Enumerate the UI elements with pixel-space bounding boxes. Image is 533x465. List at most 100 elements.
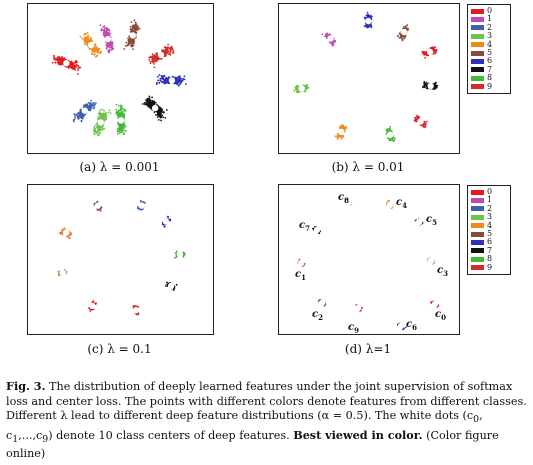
legend-label: 1 <box>487 14 493 24</box>
cluster-2 <box>72 99 97 123</box>
class-center-dot <box>386 201 394 209</box>
class-center-dot <box>431 300 439 308</box>
legend-label: 0 <box>487 187 493 197</box>
class-center-dot <box>313 226 321 234</box>
legend-label: 7 <box>487 64 493 74</box>
center-label-c3: c3 <box>437 265 448 278</box>
legend-entry: 5 <box>471 229 507 238</box>
cluster-2 <box>136 199 146 211</box>
cluster-0 <box>51 54 82 75</box>
class-center-dot <box>426 48 434 56</box>
panel-b <box>278 3 460 154</box>
class-center-dot <box>167 282 175 290</box>
legend-label: 1 <box>487 195 493 205</box>
class-center-dot <box>157 51 165 59</box>
legend-swatch <box>471 231 484 237</box>
legend-entry: 3 <box>471 32 507 40</box>
figure-label: Fig. 3. <box>6 379 46 393</box>
cluster-1 <box>99 24 115 54</box>
cluster-1 <box>297 258 306 268</box>
panel-a <box>27 3 214 154</box>
class-center-dot <box>318 299 326 307</box>
panel-a-caption: (a) λ = 0.001 <box>79 160 160 174</box>
legend-swatch <box>471 50 484 56</box>
legend-entry: 7 <box>471 246 507 255</box>
class-center-dot <box>386 131 394 139</box>
legend-label: 3 <box>487 212 493 222</box>
legend-swatch <box>471 59 484 65</box>
panel-c <box>27 184 214 335</box>
class-center-dot <box>97 119 104 126</box>
legend-label: 4 <box>487 220 493 230</box>
legend-label: 4 <box>487 39 493 49</box>
panel-b-caption: (b) λ = 0.01 <box>331 160 405 174</box>
class-center-dot <box>397 322 405 330</box>
class-center-dot <box>415 218 423 226</box>
cluster-7 <box>141 95 168 122</box>
legend-label: 0 <box>487 6 493 16</box>
legend-entry: 9 <box>471 81 507 91</box>
legend-swatch <box>471 198 484 204</box>
class-center-dot <box>427 82 434 90</box>
class-center-dot <box>94 202 101 209</box>
cluster-9 <box>132 305 140 316</box>
class-center-dot <box>345 198 353 206</box>
class-center-dot <box>354 304 362 312</box>
class-center-dot <box>176 251 184 258</box>
cluster-8 <box>344 198 353 206</box>
center-label-c4: c4 <box>396 197 407 210</box>
cluster-5 <box>93 200 103 212</box>
class-center-dot <box>104 35 112 43</box>
legend-entry: 9 <box>471 262 507 272</box>
cluster-3 <box>426 257 436 265</box>
emphasis-text: Best viewed in color. <box>293 427 423 442</box>
cluster-6 <box>161 215 172 228</box>
class-center-dot <box>151 104 159 112</box>
cluster-7 <box>422 80 439 90</box>
scatter-plot-d <box>297 198 440 331</box>
center-label-c7: c7 <box>299 220 310 233</box>
cluster-2 <box>317 299 327 307</box>
legend-label: 6 <box>487 56 493 66</box>
legend-entry: 1 <box>471 15 507 23</box>
legend-entry: 8 <box>471 74 507 82</box>
cluster-3 <box>293 83 310 94</box>
legend-swatch <box>471 42 484 48</box>
class-center-dot <box>132 306 140 314</box>
cluster-8 <box>115 103 127 136</box>
panel-d-caption: (d) λ=1 <box>344 342 392 356</box>
center-label-c8: c8 <box>338 192 349 205</box>
legend-swatch <box>471 84 484 90</box>
class-center-dot <box>297 259 305 267</box>
legend-swatch <box>471 25 484 31</box>
legend-swatch <box>471 206 484 212</box>
legend-swatch <box>471 17 484 23</box>
class-center-dot <box>298 85 305 92</box>
class-center-dot <box>138 202 145 209</box>
legend-swatch <box>471 248 484 254</box>
cluster-7 <box>164 281 178 291</box>
legend-label: 2 <box>487 22 493 32</box>
class-center-dot <box>81 107 89 114</box>
legend-swatch <box>471 67 484 73</box>
legend-swatch <box>471 223 484 229</box>
legend-label: 8 <box>487 73 493 83</box>
legend-label: 9 <box>487 262 493 272</box>
cluster-0 <box>421 46 438 59</box>
legend-entry: 2 <box>471 22 507 32</box>
legend-entry: 8 <box>471 255 507 263</box>
class-center-dot <box>417 118 424 125</box>
cluster-8 <box>174 250 186 259</box>
center-label-c9: c9 <box>348 322 359 335</box>
legend-label: 9 <box>487 81 493 91</box>
panel-c-caption: (c) λ = 0.1 <box>87 342 152 356</box>
cluster-6 <box>397 322 407 331</box>
class-center-dot <box>89 302 96 310</box>
legend-entry: 0 <box>471 187 507 197</box>
legend-entry: 6 <box>471 57 507 65</box>
scatter-plot-c <box>57 199 186 316</box>
legend-entry: 6 <box>471 238 507 246</box>
legend-label: 5 <box>487 48 493 58</box>
scatter-plot-a <box>51 19 187 137</box>
